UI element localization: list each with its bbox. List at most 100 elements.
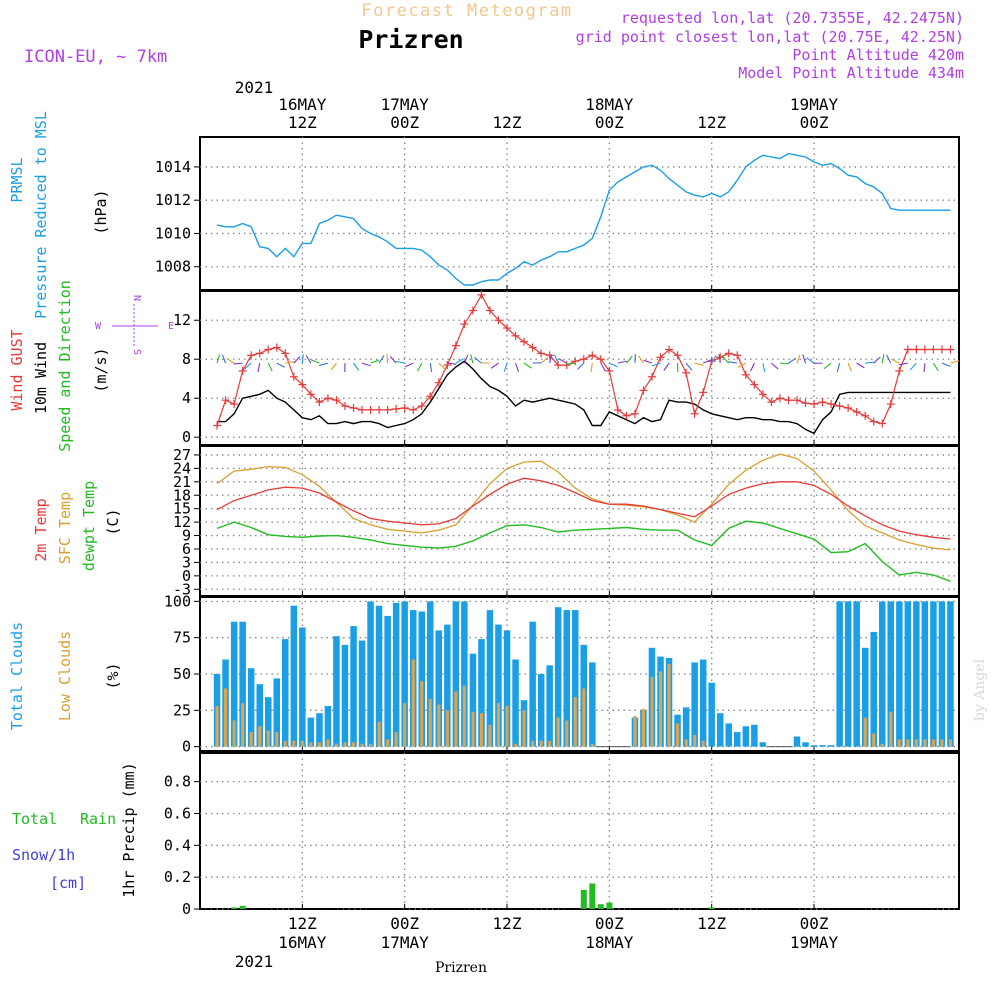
wind-direction-arrow <box>865 361 875 364</box>
low-cloud-bar <box>863 717 867 747</box>
low-cloud-bar <box>667 663 671 747</box>
bottom-tick-date: 16MAY <box>278 933 327 952</box>
y-tick-label: 18 <box>173 486 191 504</box>
wind-direction-arrow <box>330 362 337 371</box>
low-cloud-bar <box>906 739 910 747</box>
total-cloud-bar <box>256 684 263 747</box>
wind-direction-arrow <box>881 354 885 364</box>
y-tick-label: 0.6 <box>164 804 191 822</box>
low-cloud-bar <box>437 704 441 747</box>
total-cloud-bar <box>469 653 477 747</box>
pressure-line <box>216 152 951 286</box>
total-cloud-bar <box>375 605 383 747</box>
y-tick-label: 0 <box>182 567 191 585</box>
wind-direction-arrow <box>762 363 766 373</box>
low-cloud-bar <box>701 740 705 747</box>
wind-direction-arrow <box>663 362 670 371</box>
wind-direction-arrow <box>267 362 273 372</box>
wind-direction-arrow <box>463 354 469 364</box>
bottom-tick-hour: 12Z <box>493 914 522 933</box>
rain-bar <box>239 905 246 909</box>
wind-direction-arrow <box>293 356 301 364</box>
top-tick-date: 16MAY <box>278 95 327 114</box>
total-cloud-bar <box>392 602 400 747</box>
total-cloud-bar <box>938 601 946 747</box>
pressure-panel <box>216 152 951 286</box>
wind-direction-arrow <box>909 362 917 371</box>
pressure-unit: (hPa) <box>92 189 110 234</box>
total-cloud-bar <box>401 601 408 747</box>
low-cloud-bar <box>539 740 543 747</box>
info-line-2: grid point closest lon,lat (20.75E, 42.2… <box>576 28 964 46</box>
wind-direction-arrow <box>806 357 815 364</box>
y-tick-label: 12 <box>173 311 191 329</box>
gust-label: Wind GUST <box>8 329 26 410</box>
bottom-tick-hour: 00Z <box>800 914 829 933</box>
total-cloud-bar <box>324 706 332 747</box>
dewpt-label: dewpt Temp <box>80 481 98 571</box>
top-tick-hour: 00Z <box>595 113 624 132</box>
total-cloud-bar <box>802 742 809 747</box>
y-tick-label: 1012 <box>155 191 191 209</box>
wind-direction-arrow <box>305 355 312 364</box>
top-tick-hour: 00Z <box>800 113 829 132</box>
wind-direction-arrow <box>301 354 304 364</box>
low-cloud-bar <box>889 711 893 747</box>
wind-direction-arrow <box>617 360 627 364</box>
wind-direction-arrow <box>395 360 405 364</box>
low-cloud-bar <box>369 743 373 747</box>
low-cloud-bar <box>343 742 347 747</box>
wind-direction-arrow <box>950 360 960 364</box>
total-cloud-bar <box>435 630 442 747</box>
total-cloud-bar <box>333 636 340 747</box>
total-cloud-bar <box>862 647 869 747</box>
total-cloud-bar <box>230 621 238 747</box>
y-axes: 100810101012101404812-303691215182124270… <box>155 158 191 918</box>
wind-direction-arrow <box>566 362 576 365</box>
total-cloud-bar <box>537 674 545 747</box>
wind-direction-arrow <box>873 356 881 364</box>
bottom-tick-date: 17MAY <box>381 933 430 952</box>
panel-frame-4 <box>199 752 960 910</box>
low-cloud-bar <box>352 742 356 747</box>
info-line-1: requested lon,lat (20.7355E, 42.2475N) <box>621 9 964 27</box>
total-cloud-bar <box>708 682 715 747</box>
y-tick-label: 75 <box>173 629 191 647</box>
total-cloud-bar <box>682 707 690 747</box>
wind-direction-arrow <box>310 359 320 364</box>
wind-direction-arrow <box>802 354 807 364</box>
total-cloud-bar <box>827 745 835 747</box>
total-cloud-bar <box>367 601 374 747</box>
temp2m-label: 2m Temp <box>32 498 50 561</box>
wind-direction-arrow <box>549 354 553 364</box>
low-cloud-bar <box>275 732 279 747</box>
wind-speed-line <box>217 360 951 435</box>
y-tick-label: 1010 <box>155 224 191 242</box>
low-cloud-bar <box>224 688 228 747</box>
location-title: Prizren <box>358 25 463 54</box>
y-tick-label: 0.4 <box>164 836 191 854</box>
total-cloud-bar <box>819 745 826 747</box>
low-cloud-bar <box>386 739 390 747</box>
low-cloud-bar <box>650 676 654 747</box>
bottom-tick-hour: 00Z <box>390 914 419 933</box>
wind-direction-arrow <box>386 354 389 364</box>
wind-direction-arrow <box>244 362 252 370</box>
total-cloud-bar <box>870 631 877 747</box>
low-cloud-bar <box>249 732 253 747</box>
precip-rain-label: Rain <box>80 810 116 828</box>
total-cloud-bar <box>316 713 323 747</box>
info-line-4: Model Point Altitude 434m <box>738 64 964 82</box>
compass-icon: N S W E <box>95 295 174 355</box>
low-cloud-bar <box>514 743 518 747</box>
total-cloud-bar <box>358 640 366 747</box>
model-label: ICON-EU, ~ 7km <box>24 47 167 67</box>
low-cloud-bar <box>403 703 407 747</box>
low-cloud-bar <box>573 697 577 747</box>
rain-bar <box>597 904 604 909</box>
wind-direction-arrow <box>257 363 261 373</box>
low-cloud-bar <box>377 721 381 747</box>
wind-direction-arrow <box>490 362 499 369</box>
y-tick-label: 0 <box>182 428 191 446</box>
